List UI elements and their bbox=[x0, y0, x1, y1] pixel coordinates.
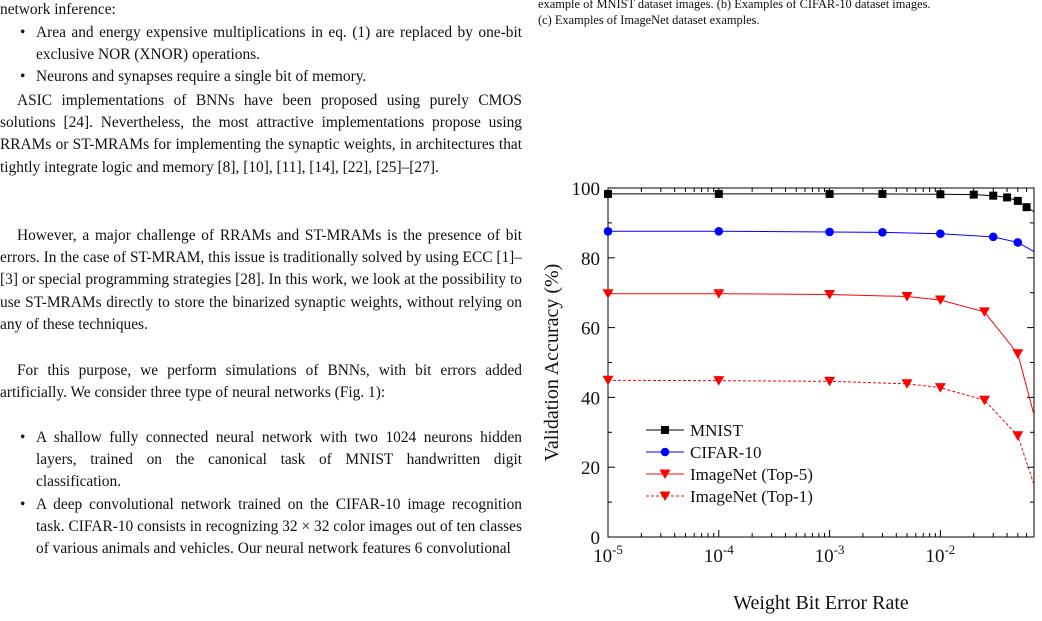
bullet-text: Area and energy expensive multiplication… bbox=[36, 24, 522, 64]
bullet-item: • A deep convolutional network trained on… bbox=[0, 494, 522, 561]
paper-right-column: example of MNIST dataset images. (b) Exa… bbox=[538, 0, 1042, 621]
bullet-item: • A shallow fully connected neural networ… bbox=[0, 427, 522, 494]
paragraph-asic: ASIC implementations of BNNs have been p… bbox=[0, 92, 522, 176]
bullet-glyph: • bbox=[20, 429, 26, 446]
caption-line: (c) Examples of ImageNet dataset example… bbox=[538, 12, 760, 27]
bullet-text: A deep convolutional network trained on … bbox=[36, 495, 522, 558]
paper-left-column: network inference: • Area and energy expe… bbox=[0, 1, 522, 560]
bullet-list-networks: • A shallow fully connected neural networ… bbox=[0, 427, 522, 560]
bullet-list-benefits: • Area and energy expensive multiplicatio… bbox=[0, 22, 522, 89]
bullet-text: Neurons and synapses require a single bi… bbox=[36, 68, 367, 86]
caption-line: example of MNIST dataset images. (b) Exa… bbox=[538, 0, 931, 11]
bullet-glyph: • bbox=[20, 495, 26, 513]
paragraph-challenge: However, a major challenge of RRAMs and … bbox=[0, 227, 522, 333]
figure-caption: example of MNIST dataset images. (b) Exa… bbox=[538, 0, 1042, 28]
paragraph-intro-tail: network inference: bbox=[0, 1, 116, 18]
paragraph-purpose: For this purpose, we perform simulations… bbox=[0, 362, 522, 402]
bullet-text: A shallow fully connected neural network… bbox=[36, 429, 522, 491]
bullet-item: • Area and energy expensive multiplicatio… bbox=[0, 22, 522, 66]
bullet-glyph: • bbox=[20, 68, 26, 86]
bullet-item: • Neurons and synapses require a single b… bbox=[0, 66, 522, 88]
bullet-glyph: • bbox=[20, 24, 26, 41]
